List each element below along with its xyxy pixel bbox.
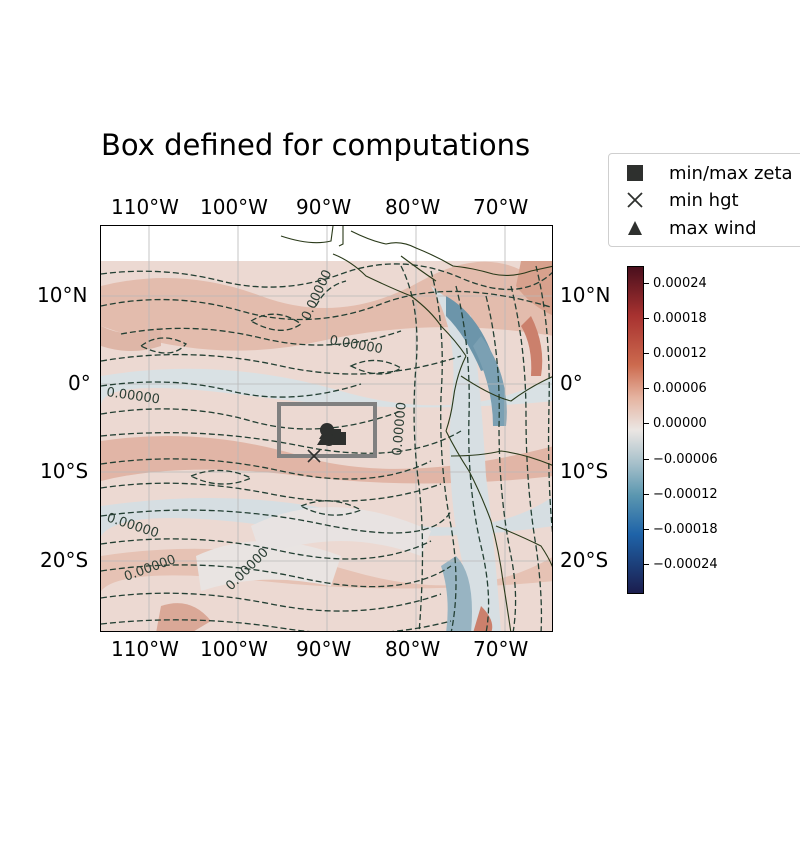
min-max-zeta-marker [333,432,346,445]
zeta-shading [101,261,552,631]
lon-label-bottom: 110°W [111,637,179,661]
colorbar-tick-label: 0.00012 [653,346,707,361]
colorbar-tick-label: 0.00006 [653,381,707,396]
colorbar-tick-label: 0.00024 [653,276,707,291]
colorbar-tick: −0.00006 [644,452,718,467]
lat-label-left: 0° [68,371,91,395]
colorbar [627,266,644,594]
lon-label-bottom: 100°W [200,637,268,661]
lon-label-top: 80°W [385,195,441,219]
colorbar-tick-label: −0.00018 [653,522,718,537]
lon-label-bottom: 70°W [473,637,529,661]
lon-label-bottom: 90°W [296,637,352,661]
min-hgt-marker [307,449,321,463]
legend-label: max wind [669,217,757,239]
colorbar-tick: 0.00018 [644,311,707,326]
colorbar-tick: −0.00018 [644,522,718,537]
legend-item: min/max zeta [623,162,793,184]
map-canvas: 0.00000 0.00000 0.00000 0.00000 0.00000 … [101,226,552,631]
colorbar-tick-label: 0.00018 [653,311,707,326]
lat-label-left: 10°N [37,283,88,307]
legend-item: min hgt [623,189,739,211]
lon-label-top: 100°W [200,195,268,219]
lon-label-top: 70°W [473,195,529,219]
legend-label: min/max zeta [669,162,793,184]
triangle-marker-icon [623,217,647,239]
colorbar-tick-label: −0.00006 [653,452,718,467]
colorbar-tick: −0.00012 [644,487,718,502]
coastline [280,226,552,631]
map-panel: 0.00000 0.00000 0.00000 0.00000 0.00000 … [100,225,553,632]
lon-label-bottom: 80°W [385,637,441,661]
colorbar-tick-label: −0.00012 [653,487,718,502]
colorbar-tick: 0.00006 [644,381,707,396]
lat-label-right: 20°S [560,548,609,572]
colorbar-tick-label: 0.00000 [653,416,707,431]
no-data-region [101,226,552,261]
lat-label-left: 10°S [40,459,89,483]
zeta-cluster [323,434,335,446]
zeta-cluster [320,423,334,437]
legend: min/max zeta min hgt max wind [608,153,800,247]
contour-label: 0.00000 [390,401,410,456]
colorbar-tick: 0.00024 [644,276,707,291]
lon-label-top: 110°W [111,195,179,219]
square-marker-icon [623,162,647,184]
lat-label-right: 10°S [560,459,609,483]
computation-box [277,402,377,458]
colorbar-tick: 0.00000 [644,416,707,431]
zeta-markers [320,423,346,446]
lat-label-right: 0° [560,371,583,395]
legend-label: min hgt [669,189,739,211]
lat-label-right: 10°N [560,283,611,307]
lat-label-left: 20°S [40,548,89,572]
x-marker-icon [623,189,647,211]
figure-title: Box defined for computations [101,128,531,162]
graticule [101,226,552,631]
colorbar-tick-label: −0.00024 [653,557,718,572]
colorbar-tick: −0.00024 [644,557,718,572]
lon-label-top: 90°W [296,195,352,219]
height-contours [101,263,552,631]
colorbar-tick: 0.00012 [644,346,707,361]
legend-item: max wind [623,217,757,239]
contour-label: 0.00000 [105,385,160,407]
